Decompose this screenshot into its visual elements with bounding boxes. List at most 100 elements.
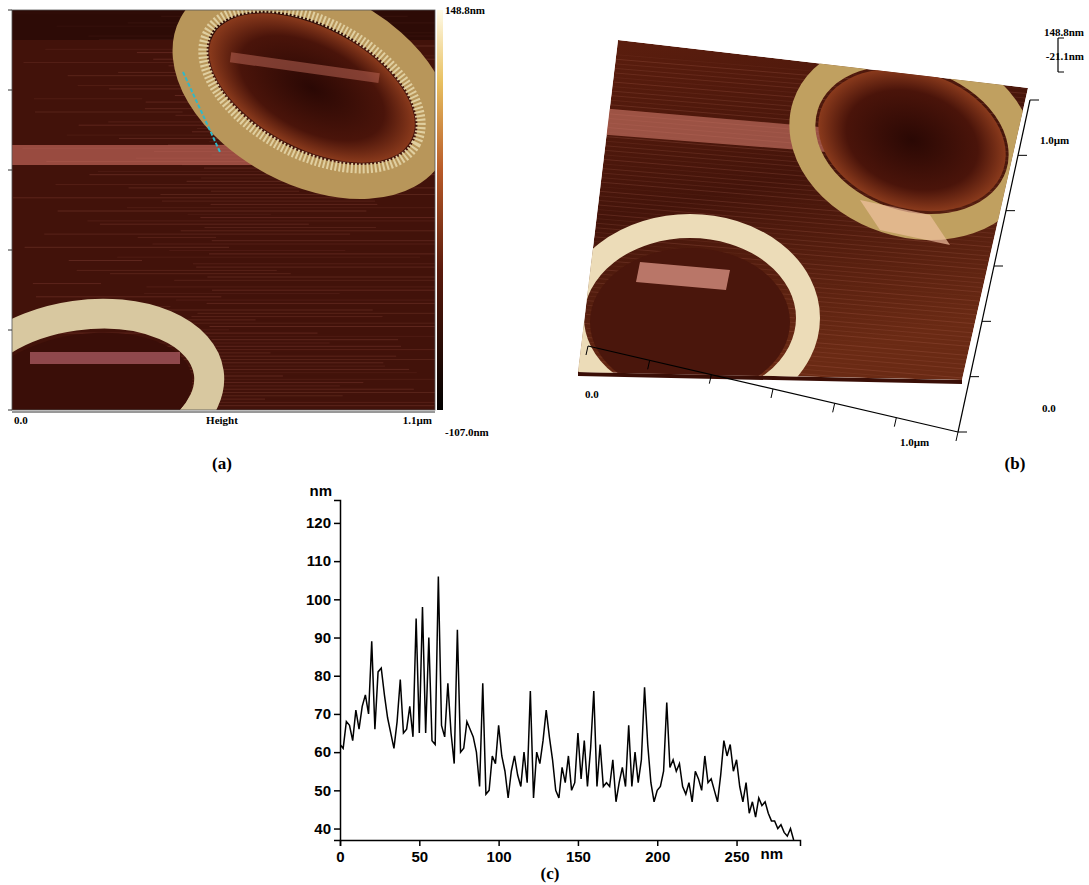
panel-label: (b) (1005, 454, 1026, 473)
tick: 200 (645, 840, 670, 865)
x-axis-tick (894, 418, 896, 427)
tick-label: 80 (314, 667, 331, 684)
scan-streak (144, 293, 340, 294)
scan-streak (207, 277, 435, 278)
scan-streak (152, 244, 435, 245)
tick: 40 (314, 820, 340, 837)
scan-streak (174, 280, 435, 281)
x-axis-tick (833, 403, 835, 412)
scan-streak (209, 253, 435, 254)
tick-mark (334, 561, 340, 563)
y-axis-start-label: 0.0 (1042, 402, 1056, 414)
ring-highlight (860, 200, 950, 245)
axis-line (341, 841, 801, 847)
tick: 60 (314, 743, 340, 760)
scan-streak (110, 273, 291, 274)
scan-streak (69, 260, 142, 261)
color-bar (437, 10, 443, 410)
tick-mark (334, 637, 340, 639)
z-axis-tick (1058, 72, 1064, 73)
panel-label: (c) (541, 864, 560, 883)
tick-label: 0 (336, 848, 344, 865)
y-axis-tick (1018, 155, 1027, 156)
x-axis-line (588, 346, 958, 432)
tick-label: 70 (314, 705, 331, 722)
tick-label: 40 (314, 820, 331, 837)
profile-line (340, 576, 794, 840)
tick-mark (334, 714, 340, 716)
pit (185, 10, 435, 194)
scan-streak (146, 286, 435, 287)
plot-area (340, 576, 794, 840)
scan-streak (36, 296, 221, 297)
x-axis-start-label: 0.0 (585, 388, 599, 400)
scan-streak (34, 98, 142, 99)
scan-streak (176, 300, 435, 301)
tick-mark (657, 840, 659, 846)
pit-streak (30, 352, 180, 364)
y-axis-tick (958, 432, 967, 433)
tick-mark (498, 840, 500, 846)
tick-mark (334, 828, 340, 830)
scan-streak (58, 211, 367, 212)
y-axis-end-label: 1.0µm (1040, 134, 1069, 146)
scan-streak (162, 201, 375, 202)
scan-streak (77, 270, 277, 271)
y-axis: 40 50 60 70 80 90 100 110 120 (306, 501, 341, 841)
tick-mark (334, 599, 340, 601)
tick-label: 200 (645, 848, 670, 865)
x-axis-tick (709, 375, 711, 384)
ring-highlight (636, 262, 730, 290)
y-axis-tick (994, 266, 1003, 267)
tick-label: 250 (725, 848, 750, 865)
frame-tick (8, 250, 12, 251)
ring-outer (12, 298, 219, 410)
tick-mark (334, 790, 340, 792)
ring-outer (158, 10, 435, 221)
y-axis-tick (1006, 210, 1015, 211)
x-axis-tick (586, 346, 588, 355)
pit-streak (230, 52, 380, 83)
frame-tick (8, 170, 12, 171)
tick-label: 100 (306, 591, 331, 608)
colorbar-max-label: 148.8nm (445, 4, 485, 16)
scan-streak (67, 135, 219, 136)
panel-c: 050100150200250405060708090100110120nmnm… (306, 482, 801, 883)
afm-height-image (12, 10, 435, 410)
scan-streak (13, 197, 370, 198)
pit (590, 248, 790, 396)
tick: 50 (314, 782, 340, 799)
ring-outer (572, 226, 808, 410)
tick: 90 (314, 629, 340, 646)
x-axis-title: nm (761, 845, 784, 862)
axis-line (334, 501, 341, 841)
tick-label: 60 (314, 743, 331, 760)
tick: 70 (314, 705, 340, 722)
tick-label: 100 (487, 848, 512, 865)
figure-root: 0.0Height1.1µm148.8nm-107.0nm(a)0.01.0µm… (0, 0, 1089, 885)
tick-label: 110 (307, 552, 331, 569)
axis-title: Height (206, 414, 238, 426)
pit (12, 320, 200, 410)
z-max-label: 148.8nm (1044, 26, 1084, 38)
scan-streak (135, 343, 329, 344)
colorbar-min-label: -107.0nm (445, 426, 489, 438)
scan-streak (169, 250, 345, 251)
ring-inner (177, 10, 435, 202)
pit (800, 46, 1025, 235)
tick-label: 50 (411, 848, 428, 865)
scan-streak (212, 339, 399, 340)
tick-mark (578, 840, 580, 846)
tick-label: 120 (306, 514, 331, 531)
scan-streak (182, 349, 435, 350)
scan-streak (181, 230, 435, 231)
bottom-scale-line (12, 412, 435, 413)
scan-streak (200, 402, 435, 403)
scan-streak (205, 227, 376, 228)
y-axis-tick (982, 321, 991, 322)
scan-streak (210, 389, 413, 390)
tick-mark (419, 840, 421, 846)
z-min-label: -21.1nm (1046, 50, 1084, 62)
panel-b: 0.01.0µm0.01.0µm148.8nm-21.1nm(b) (560, 26, 1084, 473)
y-axis-tick (970, 376, 979, 377)
